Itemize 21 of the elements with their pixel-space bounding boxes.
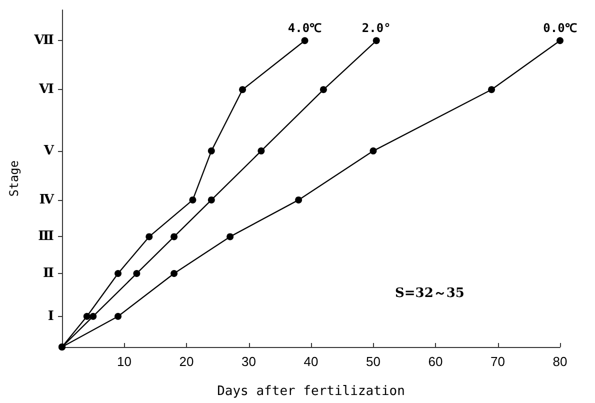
x-tick-label: 60 xyxy=(428,354,443,369)
text: Ⅳ xyxy=(39,192,54,208)
x-tick-label: 20 xyxy=(179,354,194,369)
series-label: 2.0° xyxy=(362,21,391,36)
x-tick-label: 40 xyxy=(304,354,318,369)
x-tick-label: 30 xyxy=(242,354,256,369)
y-axis-title: Stage xyxy=(7,160,21,197)
text: Ⅰ xyxy=(48,308,54,324)
text: Ⅵ xyxy=(38,82,54,98)
text: Ⅲ xyxy=(38,229,54,244)
text: Ⅶ xyxy=(33,33,54,48)
x-tick-label: 80 xyxy=(552,354,568,369)
series-label: 0.0℃ xyxy=(543,21,577,36)
series-label: 4.0℃ xyxy=(288,21,322,36)
text: Ⅱ xyxy=(43,266,54,281)
x-tick-label: 10 xyxy=(117,354,132,369)
x-tick-label: 50 xyxy=(366,354,380,369)
x-axis-title: Days after fertilization xyxy=(217,384,405,399)
annotation: S=32～35 xyxy=(395,286,464,301)
text: Ⅴ xyxy=(42,143,55,158)
x-tick-label: 70 xyxy=(490,354,505,369)
